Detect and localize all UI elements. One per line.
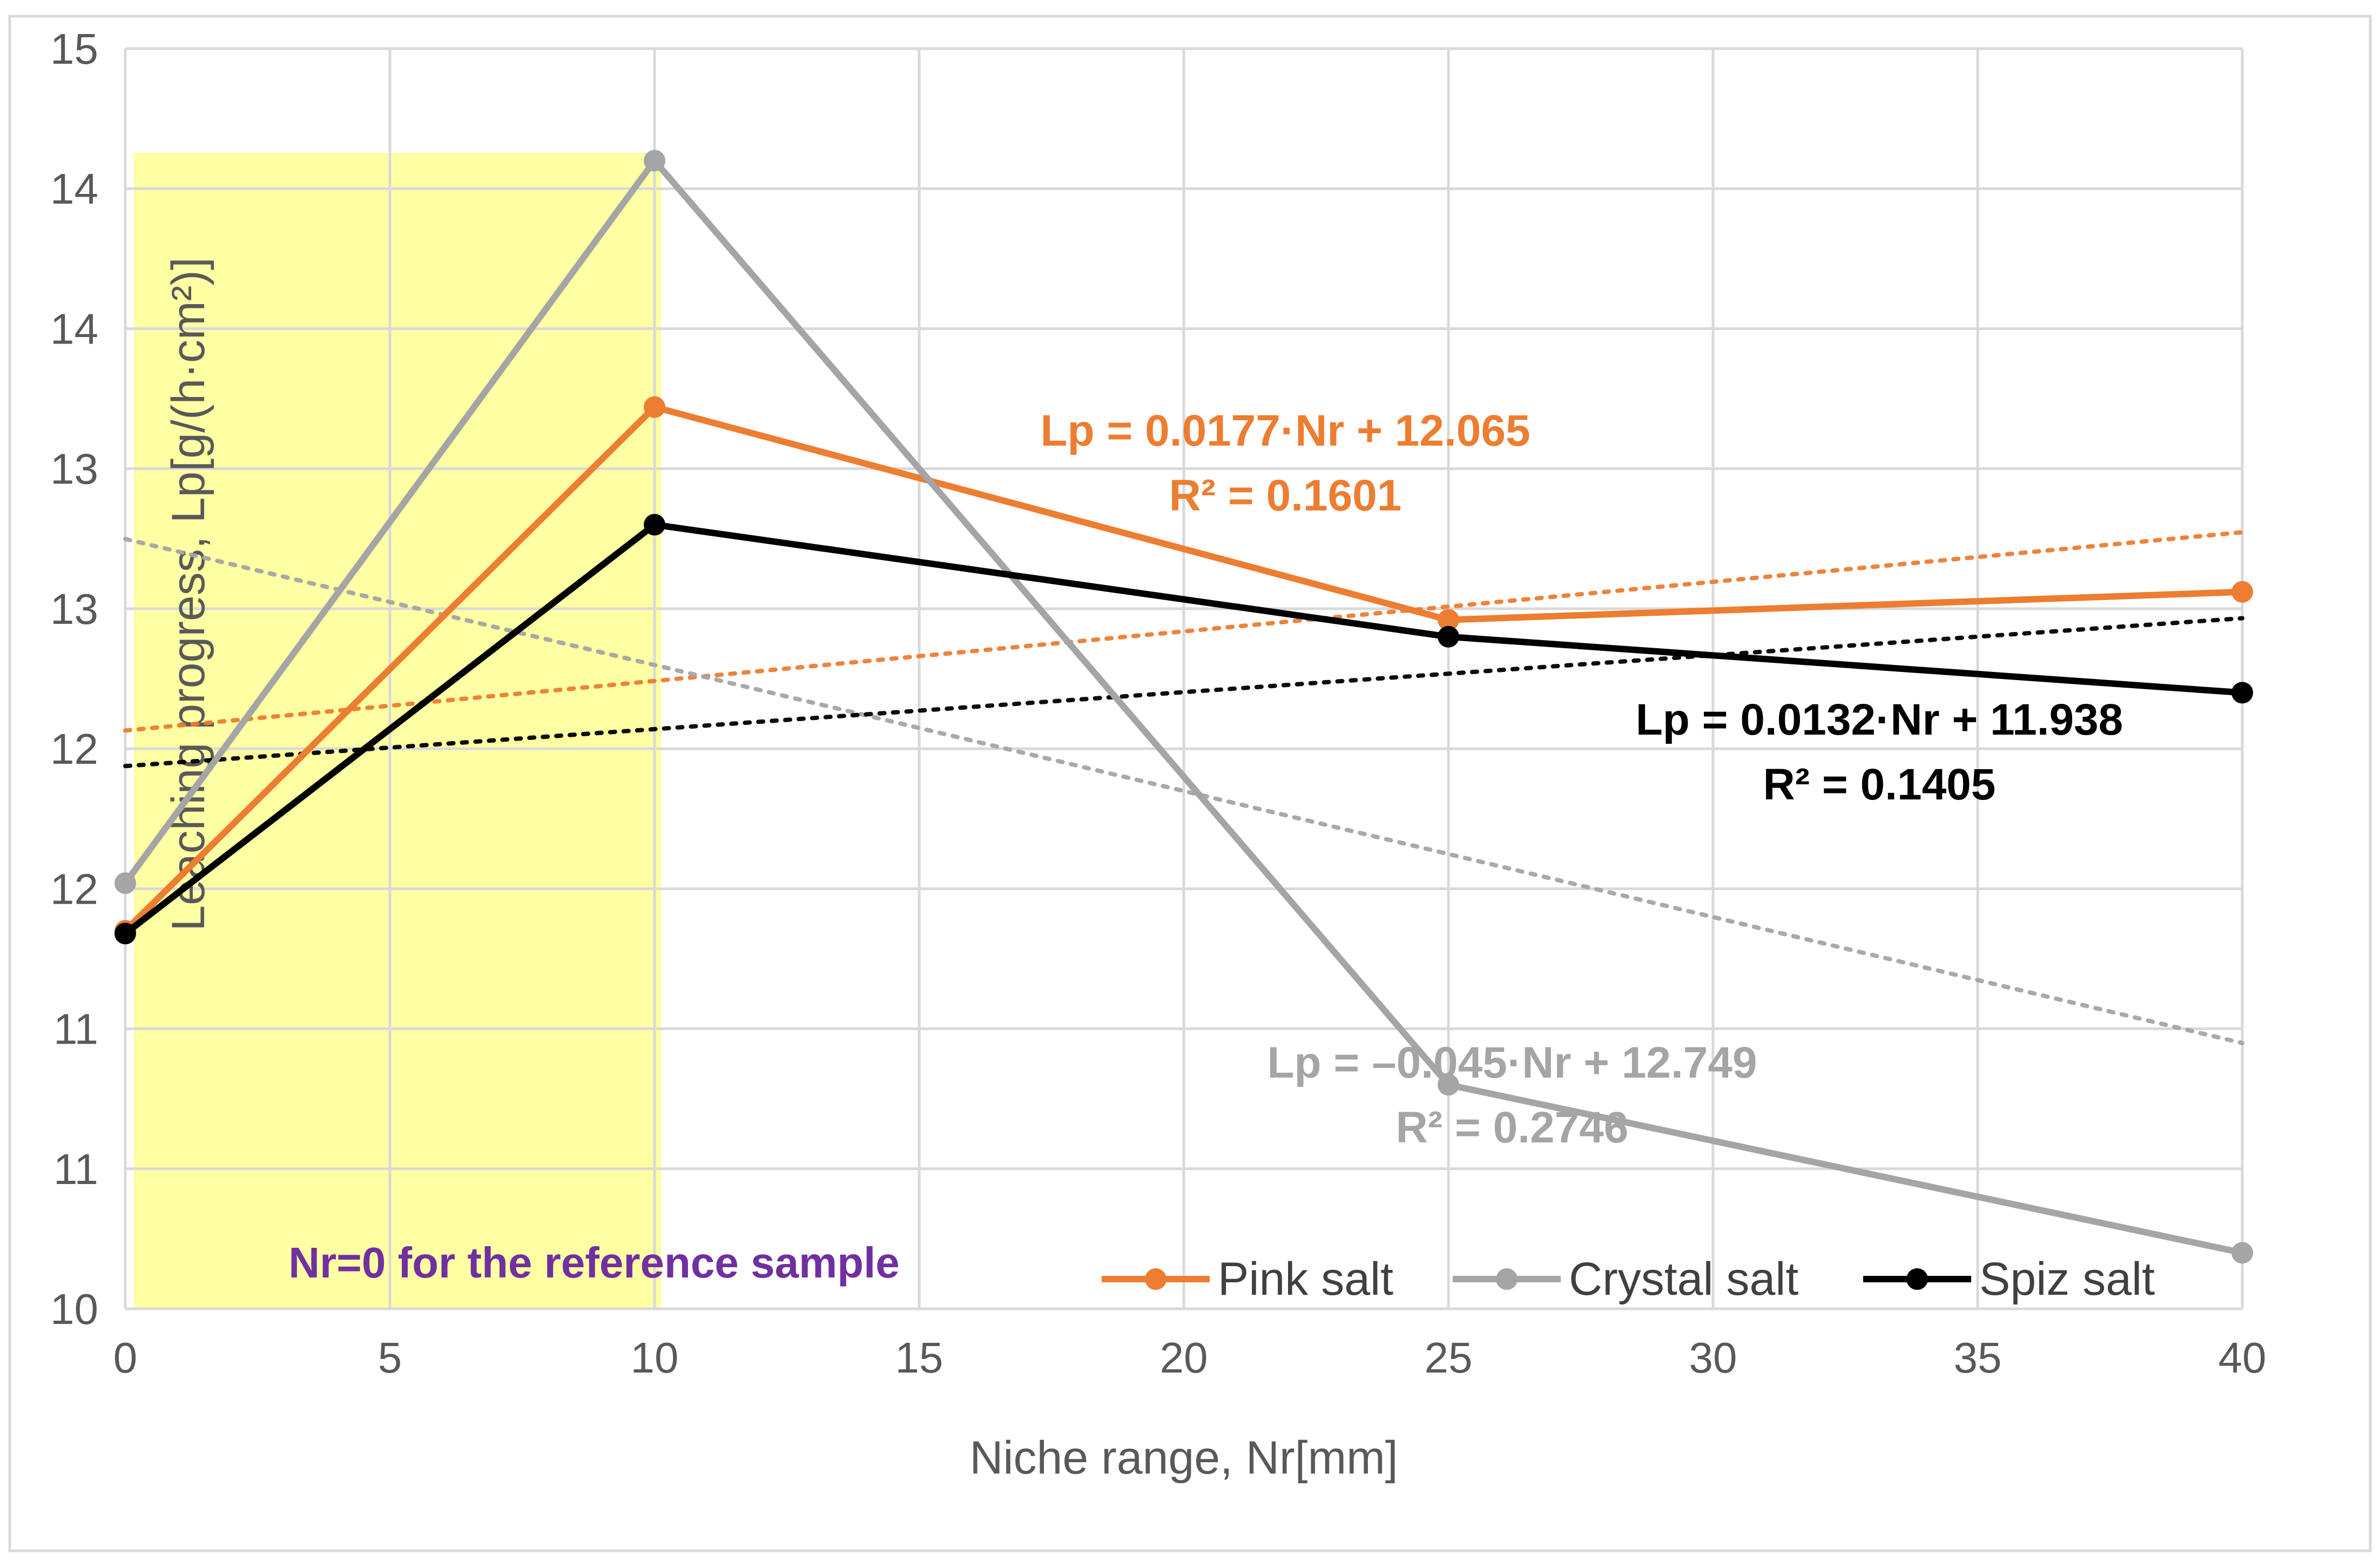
data-point-spiz-salt [644,514,665,536]
tick-labels: 0 5 10 15 20 25 30 35 40 10 11 11 12 12 13 13 14 14 15 [50,25,2266,1382]
legend-label-spiz-salt: Spiz salt [1979,1253,2155,1305]
trend-r-squared: R² = 0.1601 [1169,471,1402,520]
y-tick-label: 11 [53,1145,98,1193]
chart-border [8,15,2372,1552]
y-tick-label: 12 [50,865,98,913]
x-tick-label: 25 [1425,1334,1473,1382]
reference-sample-note: Nr=0 for the reference sample [288,1239,900,1287]
x-tick-label: 15 [895,1334,943,1382]
data-point-spiz-salt [114,923,136,945]
data-point-spiz-salt [1438,626,1459,648]
data-point-crystal-salt [114,872,136,894]
x-tick-label: 0 [113,1334,138,1382]
y-tick-label: 13 [50,585,98,633]
trend-equation: Lp = 0.0132·Nr + 11.938 [1636,695,2123,744]
x-axis-title: Niche range, Nr[mm] [969,1432,1398,1484]
series-line-pink-salt [123,403,2243,933]
data-point-pink-salt [2231,581,2253,603]
trendline-crystal-salt [123,536,2244,1045]
y-tick-label: 14 [50,305,98,353]
x-tick-label: 20 [1160,1334,1208,1382]
data-point-pink-salt [1438,609,1459,631]
legend-marker-spiz-salt [1906,1268,1928,1290]
data-point-crystal-salt [2231,1242,2253,1264]
data-point-spiz-salt [2231,682,2253,704]
trend-r-squared: R² = 0.2746 [1396,1103,1629,1152]
trend-r-squared: R² = 0.1405 [1763,760,1996,809]
y-axis-title: Leaching progress, Lp[g/(h·cm²)] [163,257,214,931]
x-tick-label: 30 [1689,1334,1737,1382]
y-tick-label: 11 [53,1005,98,1053]
trend-equation: Lp = 0.0177·Nr + 12.065 [1040,406,1530,455]
x-tick-label: 10 [631,1334,679,1382]
x-tick-label: 5 [378,1334,402,1382]
series-line-spiz-salt [123,521,2243,937]
data-point-crystal-salt [1438,1074,1459,1096]
trend-equation: Lp = –0.045·Nr + 12.749 [1267,1038,1757,1087]
y-tick-label: 15 [50,25,98,73]
legend-label-crystal-salt: Crystal salt [1569,1253,1798,1305]
legend-marker-pink-salt [1145,1268,1167,1290]
trendlines [123,530,2244,1045]
x-tick-label: 35 [1954,1334,2002,1382]
y-tick-label: 12 [50,725,98,773]
legend-marker-crystal-salt [1496,1268,1518,1290]
trendline-spiz-salt [123,616,2244,769]
data-point-crystal-salt [644,150,665,172]
y-tick-label: 10 [50,1285,98,1333]
y-tick-label: 14 [50,165,98,213]
legend: Pink salt Crystal salt Spiz salt [1102,1253,2155,1305]
legend-label-pink-salt: Pink salt [1218,1253,1393,1305]
y-tick-label: 13 [50,445,98,493]
data-series [114,150,2253,1264]
highlight-region [134,153,661,1309]
data-point-pink-salt [644,396,665,418]
x-tick-label: 40 [2219,1334,2267,1382]
series-line-crystal-salt [123,157,2243,1256]
trend-equations: Lp = 0.0177·Nr + 12.065 R² = 0.1601 Lp = –… [1040,406,2123,1152]
trendline-pink-salt [123,530,2244,733]
gridlines [124,47,2244,1310]
